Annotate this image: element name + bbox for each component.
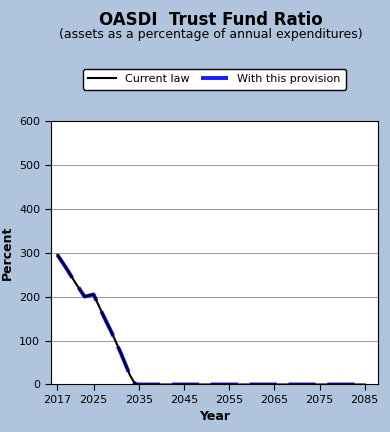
Text: OASDI  Trust Fund Ratio: OASDI Trust Fund Ratio [99, 11, 323, 29]
Legend: Current law, With this provision: Current law, With this provision [83, 69, 346, 90]
Y-axis label: Percent: Percent [1, 226, 14, 280]
X-axis label: Year: Year [199, 410, 230, 423]
Text: (assets as a percentage of annual expenditures): (assets as a percentage of annual expend… [59, 28, 362, 41]
